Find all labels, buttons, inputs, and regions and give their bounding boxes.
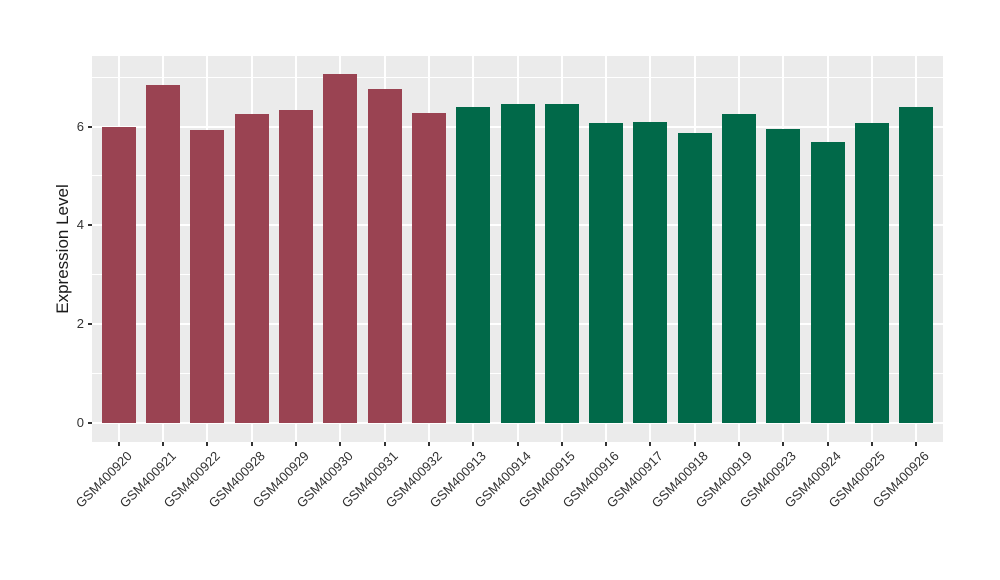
bar-GSM400916 (589, 122, 624, 423)
x-tick-mark (915, 442, 918, 446)
bar-GSM400928 (234, 113, 269, 423)
bar-GSM400921 (145, 85, 180, 423)
bar-GSM400913 (456, 107, 491, 423)
x-tick-mark (339, 442, 342, 446)
x-tick-mark (649, 442, 652, 446)
x-tick-mark (472, 442, 475, 446)
x-tick-mark (161, 442, 164, 446)
y-tick-mark (88, 323, 92, 326)
y-tick-mark (88, 125, 92, 128)
x-tick-mark (117, 442, 120, 446)
x-tick-mark (294, 442, 297, 446)
x-tick-mark (516, 442, 519, 446)
x-tick-mark (826, 442, 829, 446)
bar-GSM400919 (722, 113, 757, 423)
x-tick-mark (782, 442, 785, 446)
y-tick-label: 2 (76, 316, 84, 332)
bar-GSM400925 (855, 122, 890, 423)
x-tick-mark (738, 442, 741, 446)
y-tick-mark (88, 421, 92, 424)
y-tick-mark (88, 224, 92, 227)
y-tick-label: 6 (76, 118, 84, 134)
bar-GSM400926 (899, 106, 934, 423)
bar-GSM400931 (367, 88, 402, 423)
bar-GSM400932 (411, 113, 446, 423)
x-tick-mark (427, 442, 430, 446)
x-tick-mark (605, 442, 608, 446)
bar-GSM400915 (544, 104, 579, 423)
x-tick-mark (693, 442, 696, 446)
y-tick-label: 0 (76, 414, 84, 430)
x-tick-mark (250, 442, 253, 446)
bar-GSM400918 (677, 133, 712, 423)
x-tick-mark (383, 442, 386, 446)
bar-GSM400917 (633, 122, 668, 423)
x-tick-mark (206, 442, 209, 446)
y-tick-label: 4 (76, 217, 84, 233)
x-tick-mark (560, 442, 563, 446)
x-tick-mark (871, 442, 874, 446)
bar-GSM400930 (323, 74, 358, 423)
bar-GSM400929 (278, 110, 313, 423)
bar-GSM400914 (500, 103, 535, 423)
bar-GSM400922 (190, 129, 225, 423)
bar-GSM400920 (101, 126, 136, 423)
bar-GSM400923 (766, 128, 801, 423)
bar-GSM400924 (810, 142, 845, 423)
y-axis-title: Expression Level (53, 184, 72, 314)
plot-panel (92, 56, 943, 442)
